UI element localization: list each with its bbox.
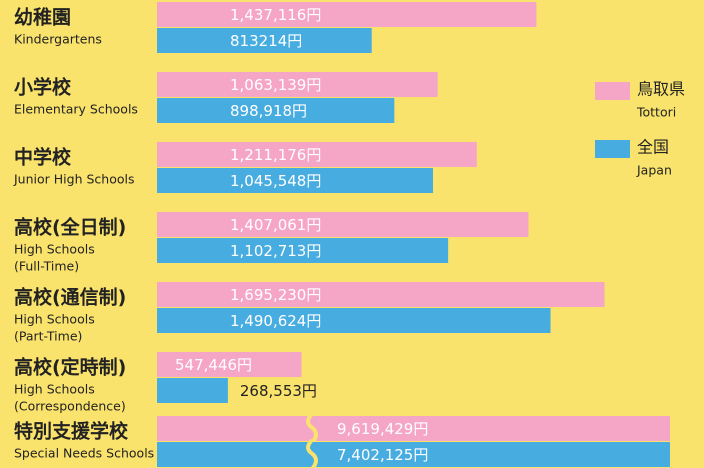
category-label: 幼稚園 [14, 6, 71, 29]
value-label: 1,102,713円 [230, 242, 321, 260]
legend-swatch [595, 82, 630, 100]
bar [157, 28, 372, 53]
category-label: 高校(通信制) [14, 286, 126, 309]
axis-break [306, 412, 318, 445]
category-label-en: High Schools [14, 382, 95, 397]
bar [157, 442, 670, 467]
category-label-en: Special Needs Schools [14, 446, 154, 461]
value-label: 9,619,429円 [337, 420, 428, 438]
category-label-en: High Schools [14, 312, 95, 327]
category-label: 高校(全日制) [14, 216, 126, 239]
value-label: 1,490,624円 [230, 312, 321, 330]
value-label: 1,045,548円 [230, 172, 321, 190]
bar [157, 98, 395, 123]
bar [157, 238, 449, 263]
bar [157, 168, 434, 193]
value-label: 1,407,061円 [230, 216, 321, 234]
category-label: 特別支援学校 [14, 420, 129, 443]
value-label: 898,918円 [230, 102, 307, 120]
category-label-en: (Part-Time) [14, 329, 82, 344]
category-label-en: High Schools [14, 242, 95, 257]
category-label-en: Elementary Schools [14, 102, 138, 117]
value-label: 1,437,116円 [230, 6, 321, 24]
legend-label: 鳥取県 [637, 80, 685, 99]
category-label-en: Kindergartens [14, 32, 102, 47]
category-label: 高校(定時制) [14, 356, 126, 379]
bar [157, 416, 670, 441]
bar [157, 352, 302, 377]
bar [157, 72, 438, 97]
bar [157, 308, 551, 333]
legend-label-en: Tottori [636, 105, 676, 120]
legend-swatch [595, 140, 630, 158]
category-label-en: (Full-Time) [14, 259, 79, 274]
value-label: 7,402,125円 [337, 446, 428, 464]
category-label-en: (Correspondence) [14, 399, 126, 414]
value-label: 813214円 [230, 32, 302, 50]
value-label: 1,695,230円 [230, 286, 321, 304]
legend-label: 全国 [637, 138, 669, 157]
legend-label-en: Japan [636, 163, 672, 178]
category-label-en: Junior High Schools [13, 172, 134, 187]
axis-break [306, 438, 318, 468]
bar [157, 142, 477, 167]
bar [157, 212, 529, 237]
bar [157, 2, 537, 27]
value-label: 1,211,176円 [230, 146, 321, 164]
bar [157, 378, 228, 403]
value-label: 1,063,139円 [230, 76, 321, 94]
value-label: 547,446円 [175, 356, 252, 374]
bar [157, 282, 605, 307]
category-label: 中学校 [14, 146, 72, 169]
category-label: 小学校 [14, 76, 72, 99]
value-label: 268,553円 [240, 382, 317, 400]
